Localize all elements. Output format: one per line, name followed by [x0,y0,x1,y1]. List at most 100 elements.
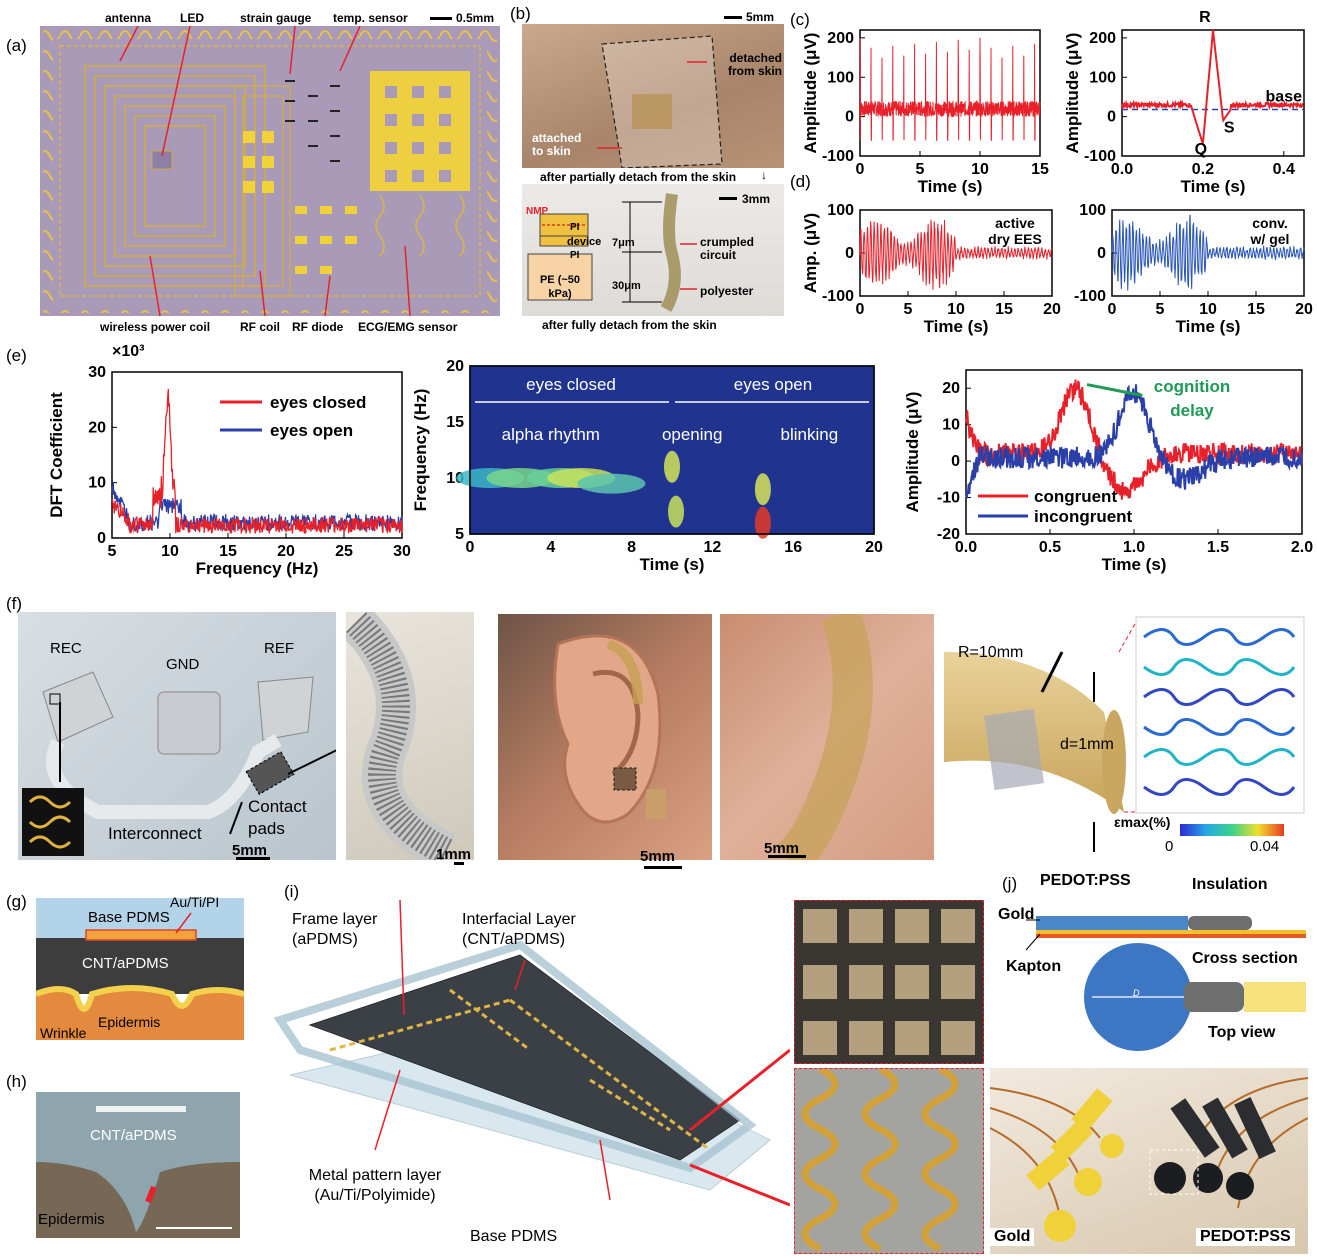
electrode-cross-section [1025,916,1306,1051]
x-axis-label: Time (s) [1102,555,1167,574]
y-tick-label: -20 [937,526,960,543]
panel-i-zoom-bottom [794,1068,984,1254]
x-axis-label: Time (s) [1176,317,1241,336]
panel-a-device-photo [40,26,500,316]
label-d-1mm: d=1mm [1060,736,1114,753]
y-tick-label: -100 [1084,148,1116,165]
label-antenna: antenna [105,11,152,25]
annotation-eyes-open: eyes open [734,375,812,394]
y-axis-label: Frequency (Hz) [411,389,430,512]
x-tick-label: 1.5 [1207,539,1229,556]
cognition-delay-arrow [1086,383,1143,397]
label-gold-photo: Gold [990,1228,1035,1246]
label-epidermis-g: Epidermis [98,1014,161,1030]
colorbar-max: 0.04 [1250,838,1280,855]
x-tick-label: 10 [1199,301,1217,318]
y-tick-label: 10 [942,417,960,434]
y-tick-label: 0 [97,530,106,547]
panel-j-schematic [996,880,1308,1056]
y-tick-label: 0 [845,109,854,126]
y-tick-label: 5 [455,526,464,543]
scalebar-b-bottom [719,197,737,200]
annotation-eyes-closed: eyes closed [526,375,616,394]
panel-h-sem-photo [36,1092,240,1238]
x-axis-label: Time (s) [918,177,983,196]
legend-eyes-open: eyes open [270,421,353,440]
y-axis-label: Amplitude (μV) [1063,33,1082,154]
annotation-cognition: cognition [1154,377,1230,396]
label-interconnect: Interconnect [108,824,202,843]
label-rf-diode: RF diode [292,320,344,334]
label-ecg-emg-sensor: ECG/EMG sensor [358,320,458,334]
label-gnd: GND [166,656,200,673]
label-pedot-pss-top: PEDOT:PSS [1040,872,1131,889]
x-tick-label: 0.2 [1192,161,1214,178]
legend-congruent: congruent [1034,487,1117,506]
x-tick-label: 8 [627,539,636,556]
y-tick-label: 200 [1089,30,1116,47]
zoom-bottom-pattern [801,1069,959,1253]
label-rf-coil: RF coil [240,320,281,334]
label-ref: REF [264,640,294,657]
panel-b-full-detach-photo [522,184,784,316]
panel-f-electrodes-photo [18,612,336,860]
annotation-opening: opening [662,425,723,444]
x-tick-label: 0 [466,539,475,556]
x-tick-label: 10 [161,543,179,560]
label-device: device [567,236,602,248]
scale-f3: 5mm [640,848,676,865]
label-base-pdms-i: Base PDMS [470,1228,558,1245]
y-axis-label: Amplitude (μV) [801,33,820,154]
ecg-beat-line [1121,29,1305,144]
x-tick-label: 0 [1108,301,1117,318]
annotation-w-gel: w/ gel [1250,231,1290,247]
x-tick-label: 15 [1031,161,1049,178]
label-thickness-7um: 7μm [612,237,635,249]
legend-eyes-closed: eyes closed [270,393,366,412]
y-axis-label: Amplitude (μV) [903,392,922,513]
scale-f2: 1mm [436,846,472,863]
label-cnt-apdms-g: CNT/aPDMS [82,955,169,972]
scalebar-f2 [454,862,464,865]
x-tick-label: 5 [1156,301,1165,318]
panel-j-tag: (j) [1002,874,1018,893]
caption-b-bottom: after fully detach from the skin [542,318,717,332]
y-tick-label: 0 [845,245,854,262]
plot-frame [111,371,403,539]
legend-incongruent: incongruent [1034,507,1133,526]
panel-i-layer-diagram [270,900,790,1252]
annotation-alpha-rhythm: alpha rhythm [502,425,600,444]
y-tick-label: 20 [446,358,464,375]
annotation-conv: conv. [1252,215,1288,231]
x-axis-label: Time (s) [640,555,705,574]
label-pi-top: PI [570,222,580,233]
label-thickness-30um: 30μm [612,280,641,292]
electrodes-drawing [22,671,336,856]
heatmap-blob [664,450,680,483]
x-tick-label: 30 [393,543,411,560]
y-axis-label: DFT Coefficient [47,392,66,518]
label-attached: attached to skin [532,131,582,158]
layer-schematic [36,898,244,1040]
x-tick-label: 20 [1295,301,1313,318]
label-cnt-apdms-h: CNT/aPDMS [90,1127,177,1144]
panel-f-ear-photo [498,614,712,860]
x-tick-label: 0.0 [1111,161,1133,178]
heatmap-blob [577,473,646,494]
colorbar-min: 0 [1165,838,1174,855]
x-tick-label: 0 [856,161,865,178]
scale-f1: 5mm [232,842,268,859]
x-tick-label: 4 [546,539,555,556]
panel-f-ear-zoom-photo [720,614,934,860]
x-tick-label: 5 [904,301,913,318]
x-tick-label: 2.0 [1291,539,1313,556]
y-tick-label: 15 [446,414,464,431]
x-axis-label: Time (s) [1181,177,1246,196]
ear-drawing [553,634,666,824]
x-tick-label: 1.0 [1123,539,1145,556]
chart-e1: 5 10 15 20 25 30 30 20 10 0 Frequency (Hz) DFT Coef… [47,343,411,578]
label-polyester: polyester [700,284,754,298]
annotation-base: base [1266,89,1303,106]
